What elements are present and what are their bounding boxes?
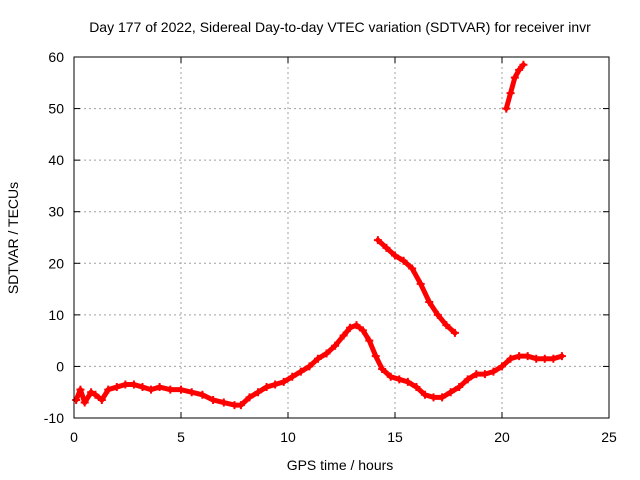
y-tick-label: 40 <box>48 152 64 168</box>
data-trace-segment <box>418 281 432 305</box>
y-axis-title: SDTVAR / TECUs <box>5 182 21 294</box>
data-trace-segment <box>426 299 441 318</box>
chart-title: Day 177 of 2022, Sidereal Day-to-day VTE… <box>89 19 591 35</box>
data-trace-segment <box>409 265 424 287</box>
x-tick-label: 15 <box>387 429 403 445</box>
y-tick-label: 60 <box>48 49 64 65</box>
grid-lines <box>74 57 609 418</box>
data-series <box>72 321 566 410</box>
data-point-marker <box>450 328 459 337</box>
x-tick-label: 0 <box>70 429 78 445</box>
y-tick-label: 0 <box>56 358 64 374</box>
data-point-marker <box>557 352 566 361</box>
y-tick-label: -10 <box>44 410 64 426</box>
data-point-marker <box>519 60 528 69</box>
y-tick-label: 10 <box>48 307 64 323</box>
y-tick-label: 50 <box>48 101 64 117</box>
x-axis-title: GPS time / hours <box>287 457 394 473</box>
data-series <box>502 60 528 113</box>
x-tick-label: 25 <box>601 429 617 445</box>
data-markers <box>72 60 566 410</box>
x-tick-label: 10 <box>280 429 296 445</box>
plot-frame <box>73 56 610 419</box>
x-tick-label: 20 <box>494 429 510 445</box>
data-series <box>373 236 459 337</box>
data-trace-segment <box>443 322 458 336</box>
y-tick-label: 30 <box>48 204 64 220</box>
data-trace-segment <box>366 338 379 359</box>
y-tick-label: 20 <box>48 255 64 271</box>
x-tick-label: 5 <box>177 429 185 445</box>
